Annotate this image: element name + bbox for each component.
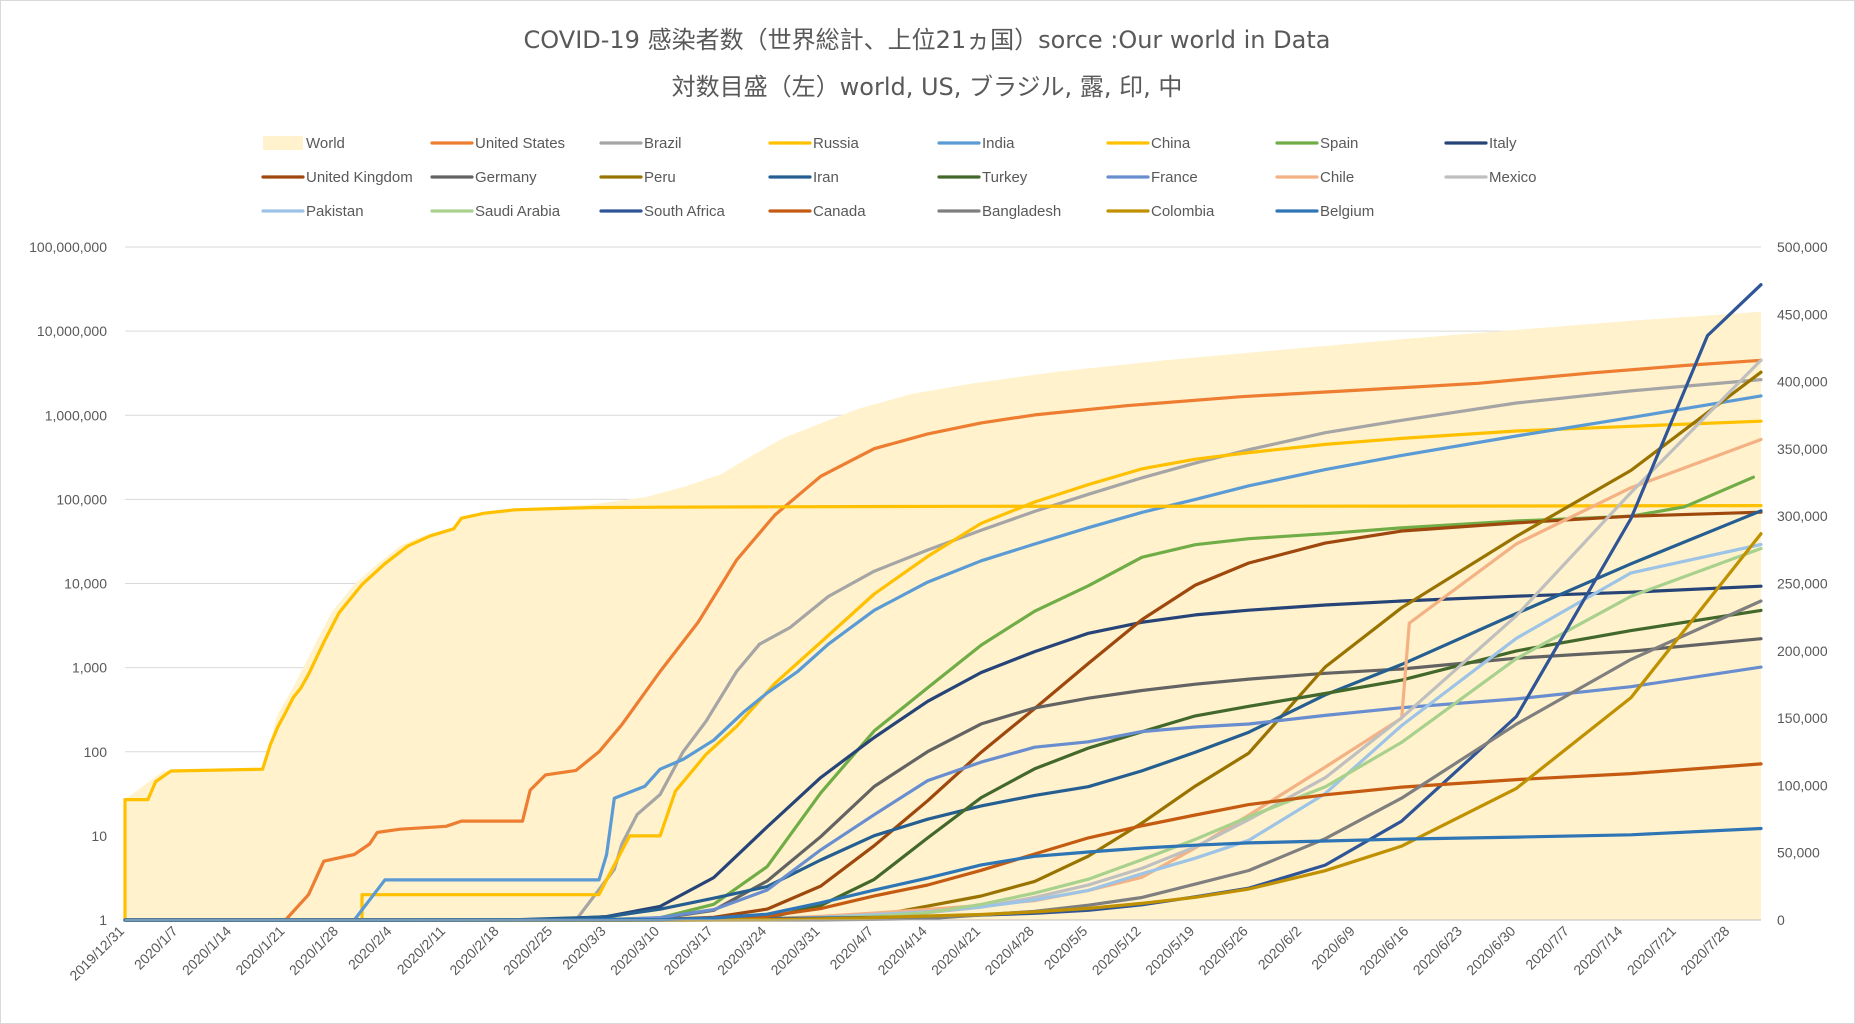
legend-label-france: France: [1151, 169, 1198, 186]
y-left-tick-label: 1,000: [72, 660, 107, 676]
y-left-tick-label: 100,000,000: [29, 239, 107, 255]
legend-label-world: World: [306, 135, 345, 152]
y-right-tick-label: 250,000: [1777, 576, 1828, 592]
y-left-tick-label: 100: [84, 744, 108, 760]
series-line-colombia: [123, 532, 1763, 922]
series-line-belgium: [123, 826, 1763, 922]
series-line-france: [123, 665, 1763, 922]
legend-label-brazil: Brazil: [644, 135, 682, 152]
y-left-tick-label: 1,000,000: [45, 407, 107, 423]
legend-label-india: India: [982, 135, 1015, 152]
legend-label-south-africa: South Africa: [644, 203, 726, 220]
y-right-tick-label: 450,000: [1777, 306, 1828, 322]
legend-label-china: China: [1151, 135, 1191, 152]
chart-title: COVID-19 感染者数（世界総計、上位21ヵ国）sorce :Our wor…: [524, 26, 1331, 54]
series-line-india: [123, 394, 1763, 922]
legend-label-turkey: Turkey: [982, 169, 1028, 186]
series-line-brazil: [123, 378, 1763, 922]
y-right-tick-label: 50,000: [1777, 845, 1820, 861]
legend-label-germany: Germany: [475, 169, 537, 186]
y-left-tick-label: 10: [91, 828, 107, 844]
series-line-spain: [123, 475, 1755, 922]
series-line-china: [123, 504, 1763, 922]
legend-label-saudi-arabia: Saudi Arabia: [475, 203, 561, 220]
legend-label-mexico: Mexico: [1489, 169, 1537, 186]
y-right-tick-label: 0: [1777, 912, 1785, 928]
legend-label-bangladesh: Bangladesh: [982, 203, 1061, 220]
legend-swatch-world: [263, 136, 303, 150]
legend-label-canada: Canada: [813, 203, 866, 220]
y-right-tick-label: 350,000: [1777, 441, 1828, 457]
legend-label-peru: Peru: [644, 169, 676, 186]
chart-subtitle: 対数目盛（左）world, US, ブラジル, 露, 印, 中: [672, 73, 1183, 101]
series-line-russia: [123, 419, 1763, 922]
series-line-united-states: [123, 358, 1763, 922]
y-left-tick-label: 10,000: [64, 576, 107, 592]
legend-label-spain: Spain: [1320, 135, 1358, 152]
legend-label-russia: Russia: [813, 135, 860, 152]
legend-label-belgium: Belgium: [1320, 203, 1374, 220]
legend-label-colombia: Colombia: [1151, 203, 1215, 220]
y-left-tick-label: 100,000: [56, 491, 107, 507]
y-right-tick-label: 300,000: [1777, 508, 1828, 524]
y-left-tick-label: 10,000,000: [37, 323, 107, 339]
y-right-tick-label: 400,000: [1777, 374, 1828, 390]
legend-label-pakistan: Pakistan: [306, 203, 364, 220]
y-right-tick-label: 100,000: [1777, 777, 1828, 793]
legend-label-united-kingdom: United Kingdom: [306, 169, 413, 186]
series-line-iran: [123, 509, 1763, 922]
legend-label-united-states: United States: [475, 135, 565, 152]
y-right-tick-label: 150,000: [1777, 710, 1828, 726]
y-right-tick-label: 200,000: [1777, 643, 1828, 659]
y-left-tick-label: 1: [99, 912, 107, 928]
legend-label-iran: Iran: [813, 169, 839, 186]
y-right-tick-label: 500,000: [1777, 239, 1828, 255]
legend-label-italy: Italy: [1489, 135, 1517, 152]
legend-label-chile: Chile: [1320, 169, 1354, 186]
